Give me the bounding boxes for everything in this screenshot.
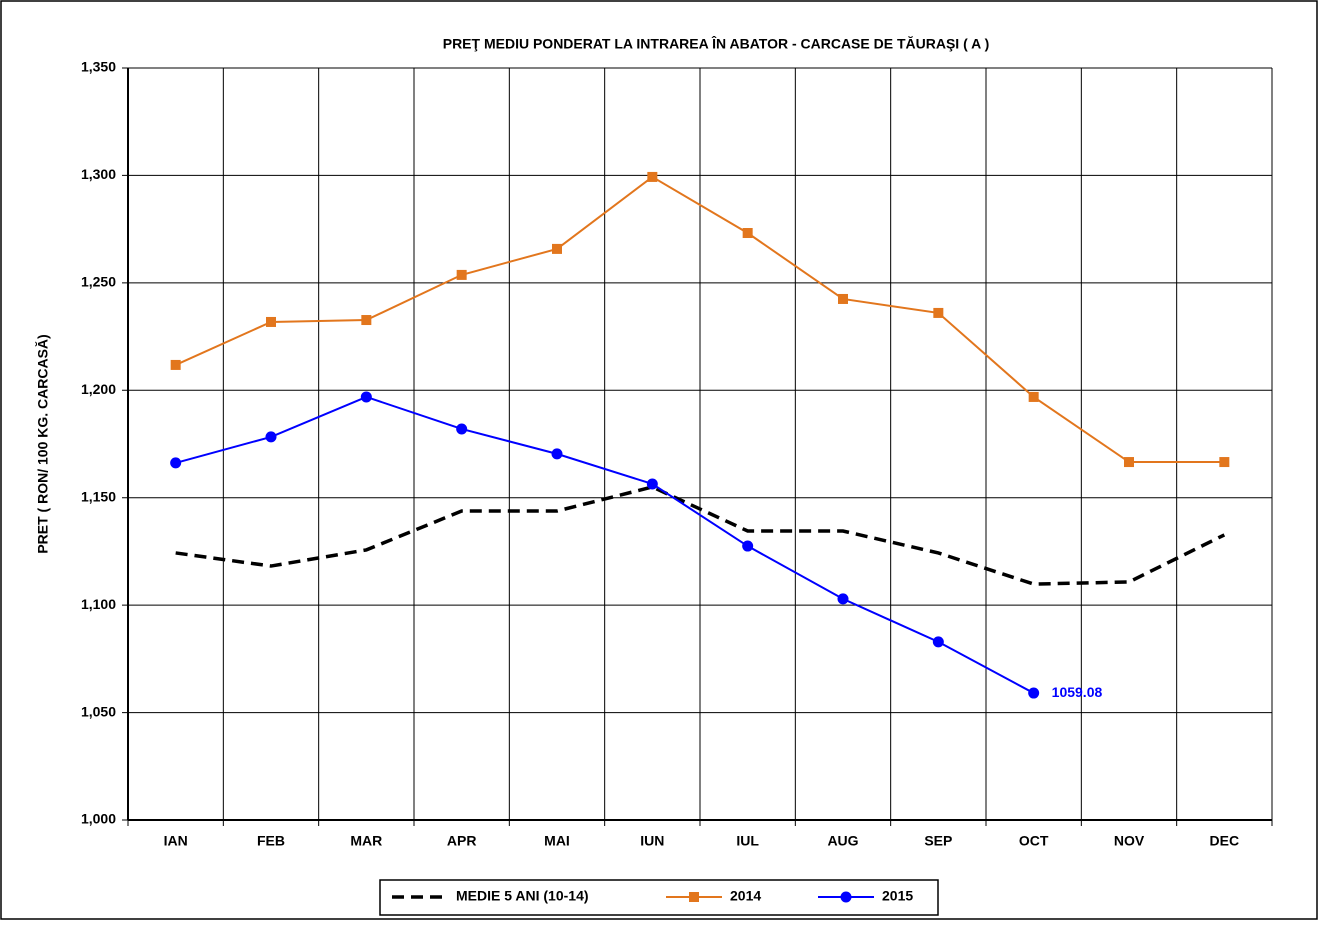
y-tick-label: 1,000	[81, 811, 116, 827]
data-point	[838, 293, 848, 304]
data-point	[932, 636, 944, 648]
data-point	[360, 391, 372, 403]
data-point	[933, 307, 944, 318]
x-tick-label: AUG	[827, 833, 858, 849]
x-tick-label: MAI	[544, 833, 570, 849]
data-point	[647, 171, 658, 182]
y-tick-label: 1,200	[81, 381, 116, 397]
legend-marker	[840, 891, 852, 903]
x-tick-label: MAR	[350, 833, 382, 849]
data-point	[265, 431, 277, 443]
y-tick-label: 1,050	[81, 703, 116, 719]
x-tick-label: SEP	[924, 833, 952, 849]
x-tick-label: IAN	[164, 833, 188, 849]
data-point	[361, 315, 372, 326]
data-label: 1059.08	[1052, 684, 1103, 700]
data-point	[456, 269, 467, 280]
y-tick-label: 1,300	[81, 166, 116, 182]
data-point	[742, 540, 754, 552]
data-point	[1028, 687, 1040, 699]
series-line	[175, 485, 1226, 586]
y-tick-label: 1,100	[81, 596, 116, 612]
x-tick-label: FEB	[257, 833, 285, 849]
data-point	[1124, 457, 1134, 468]
legend-label: MEDIE 5 ANI (10-14)	[456, 888, 589, 904]
data-point	[1028, 391, 1039, 402]
chart-title: PREŢ MEDIU PONDERAT LA INTRAREA ÎN ABATO…	[443, 35, 990, 52]
x-tick-label: DEC	[1210, 833, 1240, 849]
legend-label: 2014	[730, 888, 761, 904]
x-tick-label: NOV	[1114, 833, 1145, 849]
series-line	[175, 395, 1035, 694]
x-tick-label: APR	[447, 833, 477, 849]
x-tick-label: IUN	[640, 833, 664, 849]
x-tick-label: OCT	[1019, 833, 1049, 849]
y-axis-label: PRET ( RON/ 100 KG. CARCASĂ)	[35, 334, 51, 553]
data-point	[170, 457, 182, 469]
legend-label: 2015	[882, 888, 913, 904]
data-point	[742, 228, 753, 239]
data-point	[266, 316, 276, 327]
y-tick-label: 1,150	[81, 488, 116, 504]
y-tick-label: 1,250	[81, 274, 116, 290]
series-line	[175, 175, 1225, 464]
legend-marker	[689, 892, 699, 902]
data-point	[837, 593, 849, 605]
data-point	[456, 423, 468, 435]
y-tick-label: 1,350	[81, 59, 116, 75]
data-point	[170, 359, 181, 370]
x-tick-label: IUL	[736, 833, 759, 849]
data-point	[552, 243, 562, 254]
data-point	[551, 448, 563, 460]
data-point	[646, 478, 658, 490]
data-point	[1219, 457, 1230, 468]
